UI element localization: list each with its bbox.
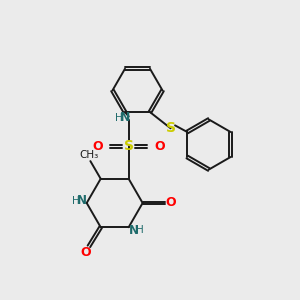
Text: S: S xyxy=(124,140,134,153)
Text: H: H xyxy=(72,196,80,206)
Text: H: H xyxy=(116,112,123,122)
Text: N: N xyxy=(76,194,86,207)
Text: O: O xyxy=(92,140,103,153)
Text: O: O xyxy=(81,246,91,259)
Text: N: N xyxy=(129,224,139,237)
Text: H: H xyxy=(136,225,144,235)
Text: O: O xyxy=(165,196,176,209)
Text: O: O xyxy=(154,140,165,153)
Text: N: N xyxy=(120,111,130,124)
Text: CH₃: CH₃ xyxy=(79,150,98,160)
Text: S: S xyxy=(166,121,176,135)
